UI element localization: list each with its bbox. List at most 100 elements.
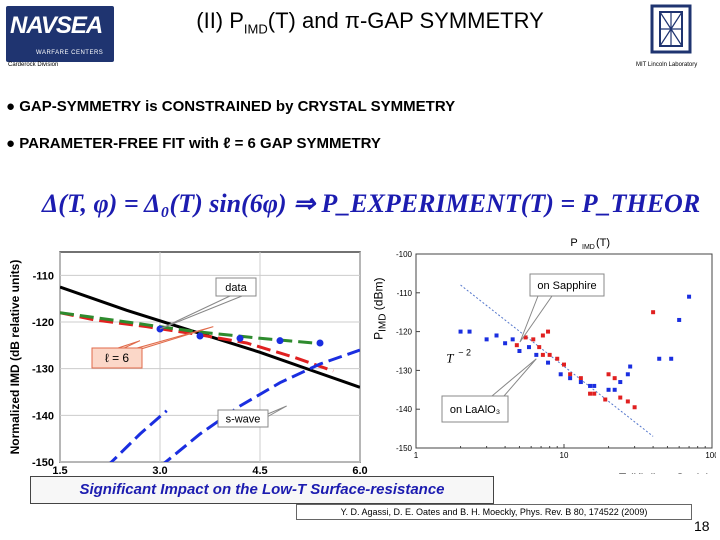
right-xtick-label: 100 [705,451,716,460]
right-x-axis-title: T (K) (Log Scale) [619,471,710,474]
right-point-red [531,337,536,342]
page-title: (II) PIMD(T) and π-GAP SYMMETRY [150,8,590,36]
right-point-red [618,395,623,400]
right-point-red [540,333,545,338]
title-sub: IMD [243,21,268,37]
right-point-red [547,352,552,357]
right-point-blue [687,294,692,299]
right-point-red [592,391,597,396]
right-point-blue [494,333,499,338]
callout-sapphire-box [529,273,605,297]
right-ytick-label: -120 [396,328,413,337]
right-xtick-label: 1 [414,451,419,460]
right-point-blue [618,380,623,385]
left-xtick-label: 6.0 [352,465,367,476]
right-point-red [606,372,611,377]
right-point-red [603,397,608,402]
title-prefix: (II) P [196,8,244,33]
right-point-blue [484,337,489,342]
callout-l6-box [91,347,143,369]
navsea-logo: NAVSEA WARFARE CENTERS [6,6,114,62]
right-point-blue [625,372,630,377]
right-point-blue [503,341,508,346]
right-point-red [555,356,560,361]
callout-s-wave: s-wave [217,405,287,428]
left-series-green-fit [60,311,314,345]
right-point-red [537,345,542,350]
callout-data-box [215,277,257,297]
reference-citation: Y. D. Agassi, D. E. Oates and B. H. Moec… [296,504,692,520]
right-ytick-label: -110 [397,289,413,298]
gap-formula: Δ(T, φ) = Δ₀(T) sin(6φ) ⇒ P_EXPERIMENT(T… [41,189,700,218]
right-point-red [540,352,545,357]
right-ytick-label: -150 [396,444,413,453]
right-point-blue [578,380,583,385]
navsea-tagline: WARFARE CENTERS [36,50,104,56]
right-chart-title: P [570,237,577,249]
right-point-blue [677,317,682,322]
left-xtick-label: 4.5 [252,465,267,476]
right-ytick-label: -100 [396,250,413,259]
left-data-point [236,334,244,342]
bullet-parameter-free: ● PARAMETER-FREE FIT with ℓ = 6 GAP SYMM… [6,135,381,152]
right-ytick-label: -140 [396,405,413,414]
left-series-black-fit [60,285,360,389]
right-point-blue [669,356,674,361]
left-ytick-label: -120 [32,317,54,329]
right-point-blue [534,352,539,357]
right-fit-line [460,284,654,437]
left-xtick-label: 1.5 [52,465,67,476]
navsea-logo-text: NAVSEA [10,12,103,39]
callout-sapphire: on Sapphire [519,273,605,343]
left-series-s-wave-lower [109,409,168,462]
left-series-s-wave [163,348,360,462]
left-ytick-label: -130 [32,364,54,376]
title-suffix: (T) and π-GAP SYMMETRY [267,8,544,33]
right-point-red [588,391,593,396]
callout-l6-text: ℓ = 6 [105,351,130,365]
left-xtick-label: 3.0 [152,465,167,476]
page-number: 18 [694,518,710,534]
right-point-blue [510,337,515,342]
right-chart-title-sub: IMD [582,244,595,251]
callout-laalo3-box [441,395,509,423]
right-point-blue [612,387,617,392]
right-point-red [578,376,583,381]
callout-sapphire-text: on Sapphire [537,280,596,292]
left-ytick-label: -150 [32,457,54,469]
callout-data-text: data [225,282,247,294]
right-xtick-label: 10 [560,451,569,460]
formula-text: Δ(T, φ) = Δ₀(T) sin(6φ) ⇒ P_EXPERIMENT(T… [41,189,700,218]
mit-logo [650,4,692,54]
right-point-red [568,372,573,377]
right-point-red [651,310,656,315]
right-point-blue [517,349,522,353]
right-point-blue [657,356,662,361]
right-fit-label: T [446,351,454,366]
right-point-blue [558,372,563,377]
right-point-red [523,335,528,340]
right-point-blue [546,360,551,365]
right-fit-exponent: − 2 [458,348,471,358]
right-point-red [514,343,519,348]
right-point-blue [526,345,531,350]
callout-s-wave-box [217,409,269,428]
right-point-blue [458,329,463,334]
callout-s-wave-text: s-wave [226,414,261,426]
left-ytick-label: -110 [33,270,54,282]
left-data-point [316,339,324,347]
right-point-blue [592,383,597,388]
right-ytick-label: -130 [396,366,413,375]
right-chart-title-suffix: (T) [596,237,610,249]
callout-data: data [159,277,257,330]
right-point-blue [588,383,593,388]
callout-laalo3-text: on LaAlO₃ [450,404,500,416]
callout-laalo3: on LaAlO₃ [441,358,537,423]
right-point-red [562,362,566,367]
left-ytick-label: -140 [32,410,54,422]
left-data-point [196,332,204,340]
right-point-blue [568,376,573,381]
right-point-blue [467,329,472,334]
